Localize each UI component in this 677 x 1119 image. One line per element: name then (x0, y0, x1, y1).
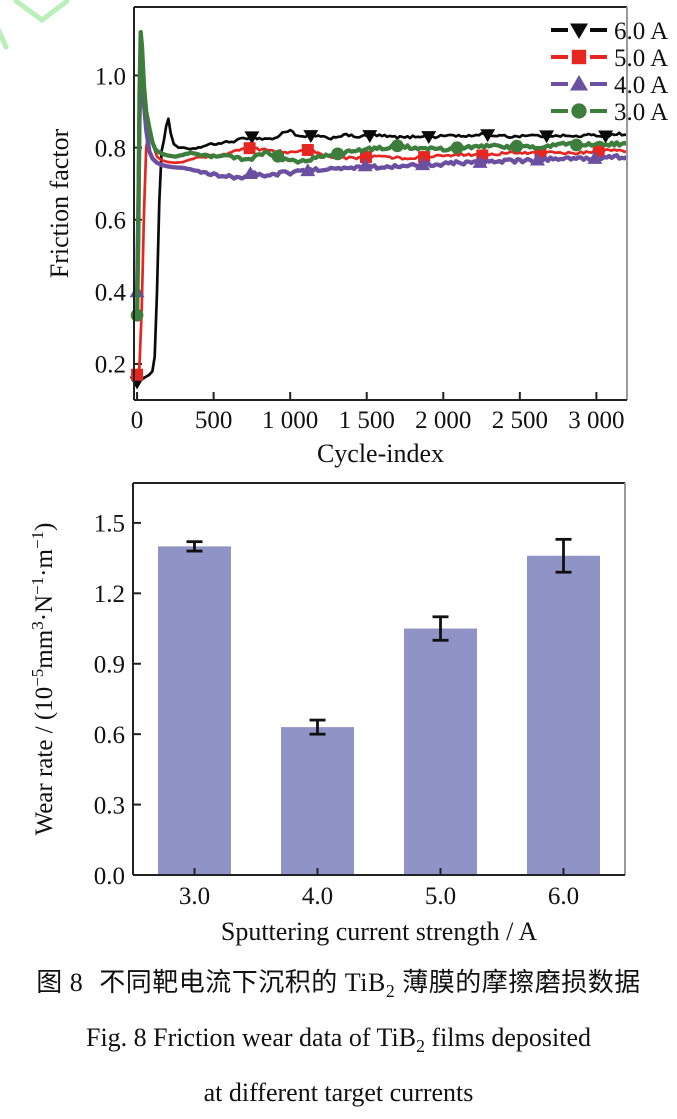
series-marker (598, 130, 614, 144)
series-marker (331, 147, 345, 161)
series-marker (570, 23, 588, 39)
series-marker (300, 163, 316, 177)
watermark-chevron-icon (13, 0, 70, 24)
y-axis-label: Wear rate / (10−5mm3·N−1·m−1) (28, 523, 58, 836)
charts-canvas: 0.2 0.4 0.6 0.8 1.0 0 500 1 000 1 500 2 000 2 500 3… (0, 0, 668, 946)
series-marker (571, 103, 587, 119)
series-marker (131, 368, 144, 381)
x-axis-label: Sputtering current strength / A (221, 917, 538, 946)
series-marker (359, 151, 372, 164)
x-tick-label: 5.0 (425, 883, 456, 910)
series-marker (130, 308, 144, 322)
bar-4.0 (281, 727, 354, 875)
y-tick-label: 0.9 (94, 651, 125, 678)
x-tick-label: 1 000 (262, 407, 318, 434)
series-marker (242, 166, 258, 179)
y-tick-label: 0.4 (95, 280, 127, 307)
legend: 6.0 A5.0 A4.0 A3.0 A (551, 18, 668, 126)
error-bar-5.0 (432, 615, 449, 642)
x-tick-label: 0 (131, 407, 144, 434)
legend-item-3.0A: 3.0 A (551, 99, 668, 126)
x-tick-label: 2 500 (492, 407, 548, 434)
y-tick-label: 0.6 (94, 722, 125, 749)
legend-item-5.0A: 5.0 A (551, 45, 668, 72)
wear-rate-bar-chart: 0.0 0.3 0.6 0.9 1.2 1.5 3.0 4.0 5.0 6.0 Sputtering… (28, 482, 626, 946)
x-tick-label: 4.0 (302, 883, 333, 910)
series-marker (421, 131, 437, 144)
caption-en-subscript: 2 (416, 1036, 425, 1057)
caption-zh-subscript: 2 (385, 981, 396, 1002)
caption-en-line1: Fig. 8 Friction wear data of TiB2 films … (0, 1022, 677, 1057)
series-marker (472, 154, 488, 168)
series-line-3.0A (134, 30, 628, 316)
series-marker (244, 131, 260, 145)
caption-zh-text-2: 薄膜的摩擦磨损数据 (395, 968, 641, 997)
series-marker (587, 150, 603, 164)
series-line-4.0A (134, 73, 628, 292)
series-3.0A (130, 30, 628, 322)
y-tick-label: 0.0 (94, 863, 125, 890)
series-marker (301, 143, 314, 156)
series-marker (570, 138, 583, 152)
series-marker (570, 75, 588, 91)
x-tick-label: 500 (195, 407, 233, 434)
legend-label: 6.0 A (614, 18, 668, 45)
y-tick-label: 0.2 (95, 352, 126, 379)
caption-en-text-2: films deposited (424, 1022, 591, 1052)
y-tick-label: 1.5 (94, 511, 125, 538)
series-4.0A (129, 73, 628, 298)
caption-zh: 图 8 不同靶电流下沉积的 TiB2 薄膜的摩擦磨损数据 (0, 968, 677, 1002)
y-tick-label: 1.0 (95, 63, 126, 90)
y-axis-label: Friction factor (45, 128, 74, 278)
series-marker (390, 139, 404, 153)
caption-en-line2: at different target currents (203, 1077, 474, 1107)
series-marker (510, 139, 524, 153)
watermark-stripe-icon (0, 27, 9, 50)
legend-label: 4.0 A (614, 72, 668, 99)
legend-item-6.0A: 6.0 A (551, 18, 668, 45)
x-tick-label: 1 500 (339, 407, 395, 434)
series-marker (303, 130, 319, 144)
series-marker (450, 141, 464, 155)
caption-zh-text: 不同靶电流下沉积的 TiB (99, 968, 386, 997)
error-bar-4.0 (309, 718, 326, 736)
series-marker (357, 158, 373, 172)
friction-line-chart: 0.2 0.4 0.6 0.8 1.0 0 500 1 000 1 500 2 000 2 500 3… (45, 6, 668, 468)
series-marker (539, 130, 555, 144)
y-tick-label: 0.6 (95, 207, 126, 234)
x-tick-label: 3 000 (568, 407, 624, 434)
x-tick-label: 3.0 (179, 883, 210, 910)
legend-label: 3.0 A (614, 99, 668, 126)
series-marker (571, 49, 587, 65)
series-marker (480, 129, 496, 143)
y-tick-label: 0.8 (95, 135, 126, 162)
bar-5.0 (404, 628, 477, 875)
error-bar-3.0 (186, 540, 203, 553)
x-tick-label: 2 000 (415, 407, 471, 434)
watermark (0, 0, 70, 50)
bar-3.0 (158, 546, 231, 875)
y-tick-label: 0.3 (94, 792, 125, 819)
caption-zh-figure-label: 图 8 (36, 968, 84, 997)
bar-6.0 (527, 555, 600, 875)
x-axis-label: Cycle-index (317, 439, 444, 468)
figure-caption: 图 8 不同靶电流下沉积的 TiB2 薄膜的摩擦磨损数据 Fig. 8 Frict… (0, 968, 677, 1108)
series-marker (415, 157, 431, 171)
error-bar-6.0 (555, 537, 572, 574)
series-marker (243, 142, 256, 155)
legend-label: 5.0 A (614, 45, 668, 72)
x-tick-label: 6.0 (548, 883, 579, 910)
series-marker (362, 130, 378, 144)
caption-en-text: Fig. 8 Friction wear data of TiB (86, 1022, 417, 1052)
legend-item-4.0A: 4.0 A (551, 72, 668, 99)
series-marker (271, 149, 285, 163)
series-marker (529, 152, 545, 166)
y-tick-label: 1.2 (94, 581, 125, 608)
